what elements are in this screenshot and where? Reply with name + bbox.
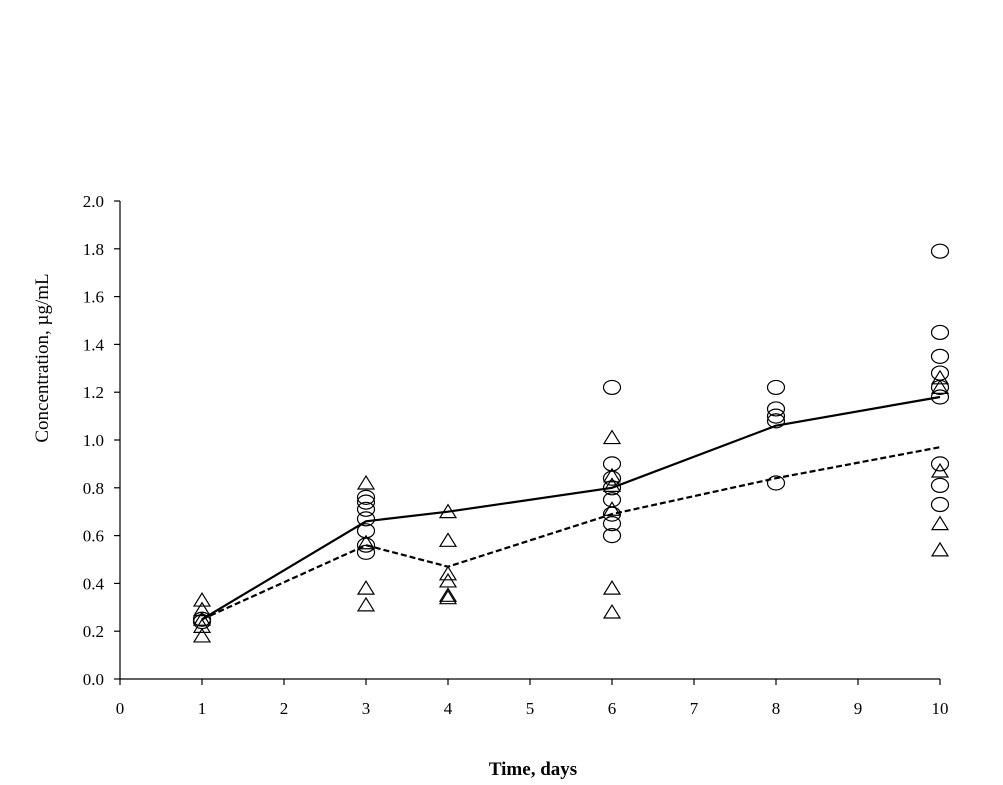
- circle-point: [356, 511, 376, 527]
- circle-point: [356, 537, 376, 553]
- circle-point: [766, 408, 786, 424]
- y-tick-label: 1.0: [83, 431, 104, 450]
- y-tick-label: 0.4: [83, 574, 105, 593]
- x-tick-label: 5: [526, 699, 535, 718]
- circle-point: [602, 527, 622, 544]
- triangle-point: [602, 580, 622, 595]
- x-tick-label: 10: [932, 699, 949, 718]
- circle-point: [602, 379, 622, 396]
- x-tick-label: 6: [608, 699, 617, 718]
- x-tick-label: 1: [198, 699, 207, 718]
- data-markers: [192, 243, 950, 643]
- x-tick-label: 9: [854, 699, 863, 718]
- y-tick-label: 0.0: [83, 670, 104, 689]
- circle-point: [930, 365, 950, 381]
- triangle-point: [930, 515, 950, 531]
- circle-point: [930, 389, 950, 405]
- dashed-line: [201, 446, 941, 621]
- triangle-point: [602, 501, 622, 516]
- y-tick-label: 1.2: [83, 383, 104, 402]
- y-tick-label: 0.6: [83, 527, 104, 546]
- circle-point: [930, 324, 950, 341]
- x-tick-label: 0: [116, 699, 125, 718]
- circle-point: [930, 496, 950, 513]
- x-axis-title: Time, days: [489, 759, 577, 780]
- mean-lines: [201, 395, 941, 621]
- circle-point: [930, 243, 950, 259]
- circle-point: [766, 401, 786, 417]
- y-axis-title: Concentration, µg/mL: [32, 273, 53, 442]
- triangle-point: [192, 618, 212, 633]
- triangle-point: [356, 474, 376, 490]
- axes: 0.0 0.2 0.4 0.6 0.8 1.0 1.2 1.4 1.6 1.8 2.0 0 1 2 3 4 5 6…: [83, 192, 949, 718]
- triangle-point: [356, 580, 376, 595]
- triangle-point: [438, 572, 458, 588]
- circle-point: [930, 456, 950, 472]
- circle-point: [602, 470, 622, 486]
- y-tick-label: 1.8: [83, 240, 104, 259]
- triangle-point: [602, 429, 622, 445]
- triangle-point: [602, 467, 622, 483]
- triangle-point: [602, 603, 622, 619]
- triangle-point: [438, 565, 458, 581]
- triangle-point: [930, 369, 950, 385]
- x-tick-label: 3: [362, 699, 371, 718]
- x-tick-label: 8: [772, 699, 781, 718]
- triangle-point: [356, 534, 376, 550]
- circle-point: [356, 494, 376, 510]
- y-tick-label: 0.2: [83, 622, 104, 641]
- triangle-point: [438, 503, 458, 519]
- triangle-point: [930, 462, 950, 478]
- triangle-point: [438, 589, 458, 605]
- y-tick-label: 2.0: [83, 192, 104, 211]
- circle-point: [602, 516, 622, 532]
- triangle-point: [602, 477, 622, 492]
- triangle-point: [930, 541, 950, 557]
- triangle-point: [438, 532, 458, 547]
- y-tick-label: 0.8: [83, 479, 104, 498]
- triangle-point: [192, 611, 212, 626]
- circle-point: [602, 480, 622, 496]
- y-tick-label: 1.4: [83, 335, 105, 354]
- circle-point: [356, 501, 376, 517]
- circle-point: [602, 506, 622, 522]
- triangle-point: [438, 587, 458, 602]
- triangle-point: [192, 591, 212, 607]
- circle-point: [766, 379, 786, 396]
- x-tick-label: 4: [444, 699, 453, 718]
- triangle-point: [930, 379, 950, 394]
- circle-point: [766, 475, 786, 491]
- circle-point: [766, 413, 786, 429]
- triangle-point: [192, 627, 212, 643]
- circle-point: [356, 544, 376, 560]
- x-tick-label: 7: [690, 699, 699, 718]
- y-tick-label: 1.6: [83, 288, 104, 307]
- x-tick-label: 2: [280, 699, 289, 718]
- triangle-point: [192, 601, 212, 617]
- circle-point: [930, 477, 950, 494]
- circle-point: [356, 489, 376, 505]
- solid-line: [201, 395, 941, 621]
- circle-point: [930, 348, 950, 364]
- triangle-point: [356, 596, 376, 612]
